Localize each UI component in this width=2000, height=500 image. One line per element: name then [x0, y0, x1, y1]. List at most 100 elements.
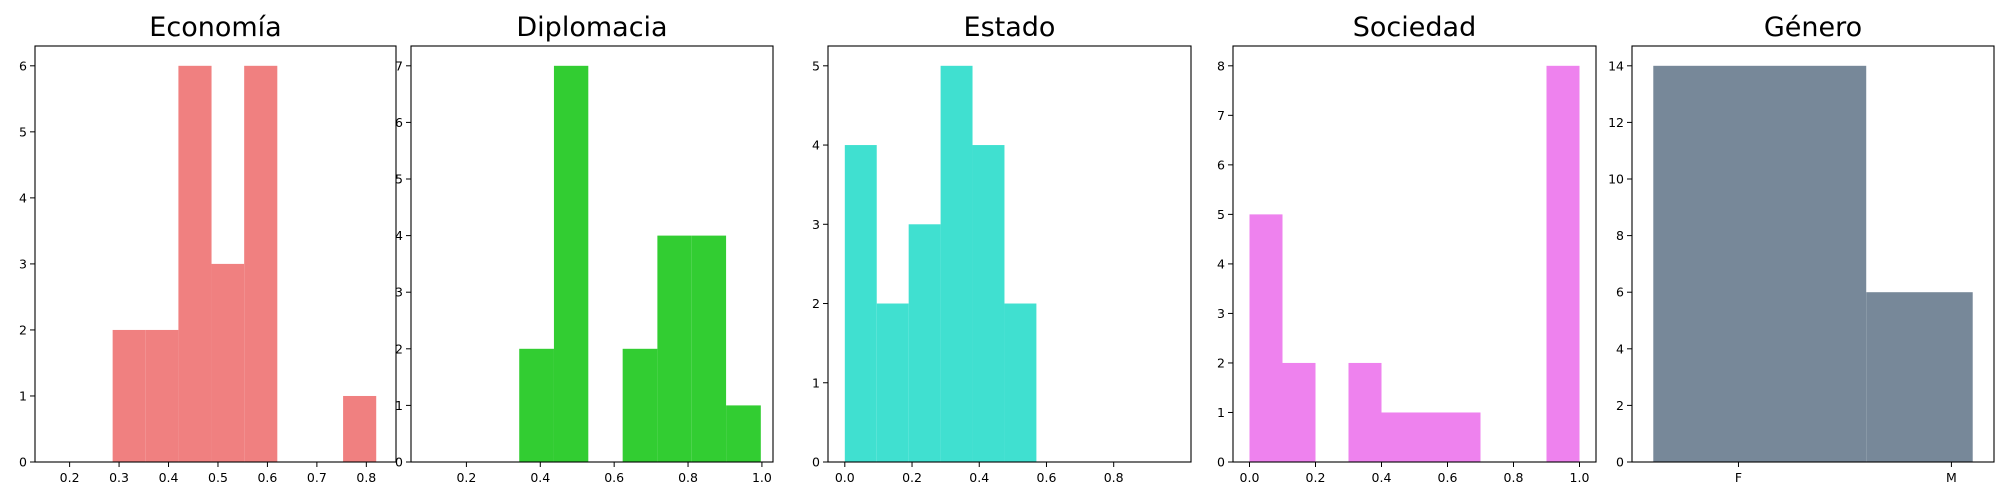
- histogram-bar: [908, 224, 941, 462]
- chart-title: Economía: [149, 12, 281, 43]
- histogram-bar: [343, 395, 377, 462]
- x-tick-label: 0.4: [1372, 470, 1392, 485]
- histogram-bar: [1348, 362, 1382, 462]
- y-tick-label: 4: [812, 138, 820, 153]
- y-tick-label: 2: [1616, 398, 1624, 413]
- x-tick-label: 0.0: [1240, 470, 1260, 485]
- y-tick-label: 12: [1608, 115, 1624, 130]
- y-tick-label: 3: [19, 256, 27, 271]
- y-tick-label: 8: [1616, 228, 1624, 243]
- chart-panel-4: 0.0 0.2 0.4 0.6 0.8 1.0 0 1 2 3 4 5 6 7 8 Sociedad: [1217, 12, 1597, 485]
- x-tick-label: 0.6: [1037, 470, 1057, 485]
- histogram-bar: [145, 329, 179, 462]
- y-tick-label: 2: [19, 322, 27, 337]
- y-tick-label: 5: [395, 172, 403, 187]
- x-tick-label: M: [1946, 470, 1957, 485]
- y-tick-label: 1: [812, 375, 820, 390]
- chart-title: Sociedad: [1353, 12, 1476, 43]
- histogram-bar: [1866, 292, 1973, 462]
- y-tick-label: 3: [395, 285, 403, 300]
- y-tick-label: 4: [19, 190, 27, 205]
- y-tick-label: 2: [395, 341, 403, 356]
- histogram-bar: [1282, 362, 1316, 462]
- histogram-bar: [244, 65, 278, 462]
- y-tick-label: 8: [1217, 58, 1225, 73]
- y-tick-label: 4: [1217, 256, 1225, 271]
- x-tick-label: 0.2: [1306, 470, 1326, 485]
- histogram-bar: [657, 235, 692, 462]
- y-tick-label: 5: [19, 124, 27, 139]
- x-tick-label: 0.6: [1438, 470, 1458, 485]
- y-tick-label: 2: [812, 296, 820, 311]
- x-tick-label: 0.3: [109, 470, 129, 485]
- y-tick-label: 7: [1217, 108, 1225, 123]
- y-tick-label: 7: [395, 58, 403, 73]
- y-tick-label: 6: [19, 58, 27, 73]
- chart-panel-5: F M 0 2 4 6 8 10 12 14 Género: [1608, 12, 1995, 485]
- histogram-bar: [211, 263, 245, 462]
- y-tick-label: 4: [1616, 341, 1624, 356]
- y-tick-label: 10: [1608, 172, 1624, 187]
- x-tick-label: 0.4: [530, 470, 550, 485]
- chart-panel-1: 0.2 0.3 0.4 0.5 0.6 0.7 0.8 0 1 2 3 4 5 6 Economía: [19, 12, 397, 485]
- axes-frame: [827, 45, 1192, 463]
- y-tick-label: 6: [1616, 285, 1624, 300]
- x-tick-label: 0.6: [257, 470, 277, 485]
- y-tick-label: 6: [395, 115, 403, 130]
- x-tick-label: 1.0: [1570, 470, 1590, 485]
- x-tick-label: F: [1735, 470, 1742, 485]
- x-tick-label: 0.5: [208, 470, 228, 485]
- histogram-bar: [844, 145, 877, 463]
- x-tick-label: 1.0: [752, 470, 772, 485]
- histogram-bar: [1004, 303, 1037, 462]
- y-tick-label: 1: [19, 388, 27, 403]
- y-tick-label: 1: [395, 398, 403, 413]
- x-tick-label: 0.6: [604, 470, 624, 485]
- y-tick-label: 2: [1217, 355, 1225, 370]
- histogram-bar: [691, 235, 727, 462]
- x-tick-label: 0.8: [356, 470, 376, 485]
- y-tick-label: 14: [1608, 58, 1624, 73]
- x-tick-label: 0.8: [1504, 470, 1524, 485]
- histogram-bar: [622, 348, 658, 462]
- histogram-bar: [553, 65, 589, 462]
- histogram-bar: [876, 303, 909, 462]
- axes-frame: [34, 45, 397, 463]
- histogram-bar: [1447, 412, 1481, 462]
- x-tick-label: 0.4: [969, 470, 989, 485]
- histogram-bar: [519, 348, 554, 462]
- x-tick-label: 0.2: [902, 470, 922, 485]
- histogram-bar: [972, 145, 1005, 463]
- histogram-bar: [1381, 412, 1415, 462]
- x-tick-label: 0.2: [60, 470, 80, 485]
- y-tick-label: 0: [19, 455, 27, 470]
- x-tick-label: 0.4: [159, 470, 179, 485]
- axes-frame: [1631, 45, 1995, 463]
- histogram-bar: [940, 65, 973, 462]
- chart-title: Estado: [964, 12, 1056, 43]
- histogram-bar: [1653, 65, 1867, 462]
- chart-panel-3: 0.0 0.2 0.4 0.6 0.8 0 1 2 3 4 5 Estado: [812, 12, 1192, 485]
- y-tick-label: 6: [1217, 157, 1225, 172]
- x-tick-label: 0.7: [307, 470, 327, 485]
- histogram-bar: [178, 65, 212, 462]
- x-tick-label: 0.0: [835, 470, 855, 485]
- y-tick-label: 3: [1217, 306, 1225, 321]
- axes-frame: [410, 45, 774, 463]
- y-tick-label: 0: [812, 455, 820, 470]
- chart-title: Género: [1764, 12, 1862, 43]
- y-tick-label: 0: [1217, 455, 1225, 470]
- x-tick-label: 0.8: [678, 470, 698, 485]
- histogram-bar: [726, 405, 761, 462]
- y-tick-label: 3: [812, 217, 820, 232]
- y-tick-label: 1: [1217, 405, 1225, 420]
- x-tick-label: 0.2: [456, 470, 476, 485]
- y-tick-label: 5: [1217, 207, 1225, 222]
- histogram-bar: [1249, 214, 1283, 462]
- axes-frame: [1232, 45, 1597, 463]
- y-tick-label: 5: [812, 58, 820, 73]
- chart-panel-2: 0.2 0.4 0.6 0.8 1.0 0 1 2 3 4 5 6 7 Diplomacia: [395, 12, 774, 485]
- histogram-bar: [1546, 65, 1580, 462]
- y-tick-label: 4: [395, 228, 403, 243]
